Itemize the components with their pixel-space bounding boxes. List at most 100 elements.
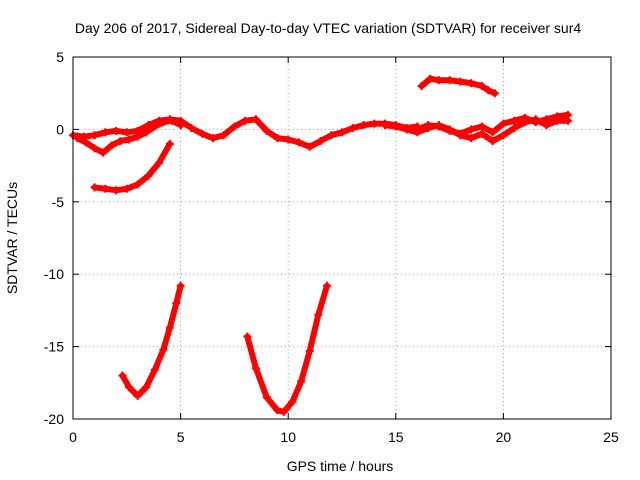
x-tick-label: 25 <box>603 429 619 445</box>
data-point <box>445 125 454 134</box>
grid-lines <box>73 57 611 419</box>
trace-main-b <box>73 116 185 157</box>
series-trace <box>244 282 330 415</box>
data-point <box>434 121 443 130</box>
data-point <box>510 116 519 125</box>
data-point <box>262 126 271 135</box>
data-point <box>133 180 142 189</box>
chart-title: Day 206 of 2017, Sidereal Day-to-day VTE… <box>75 20 581 36</box>
data-point <box>273 406 282 415</box>
data-point <box>434 76 443 85</box>
data-point <box>510 123 519 132</box>
data-point <box>297 377 306 386</box>
data-point <box>159 345 168 354</box>
data-point <box>288 397 297 406</box>
data-point <box>273 134 282 143</box>
data-point <box>124 383 133 392</box>
trace-arc-1 <box>118 281 185 400</box>
data-point <box>402 125 411 134</box>
x-tick-label: 0 <box>69 429 77 445</box>
data-point <box>112 126 121 135</box>
data-point <box>101 128 110 137</box>
data-point <box>305 142 314 151</box>
data-point <box>477 122 486 131</box>
axis-ticks: 0 5 10 15 20 25 5 0 -5 -10 -15 -20 <box>44 49 619 445</box>
data-point <box>122 184 131 193</box>
data-point <box>467 79 476 88</box>
data-point <box>101 184 110 193</box>
data-point <box>155 158 164 167</box>
data-point <box>294 138 303 147</box>
data-point <box>316 136 325 145</box>
data-point <box>90 131 99 140</box>
data-point <box>484 86 493 95</box>
data-point <box>81 138 90 147</box>
data-point <box>553 116 562 125</box>
data-point <box>133 132 142 141</box>
data-point <box>99 148 108 157</box>
data-point <box>133 391 142 400</box>
data-point <box>488 128 497 137</box>
x-tick-label: 5 <box>177 429 185 445</box>
data-point <box>172 299 181 308</box>
data-point <box>73 134 82 143</box>
data-point <box>520 118 529 127</box>
data-point <box>445 76 454 85</box>
data-point <box>208 134 217 143</box>
data-point <box>142 383 151 392</box>
data-point <box>107 141 116 150</box>
data-point <box>456 131 465 140</box>
plot-frame <box>72 56 612 420</box>
data-point <box>456 77 465 86</box>
trace-upper <box>417 74 499 98</box>
y-tick-label: 0 <box>56 121 64 137</box>
data-point <box>488 136 497 145</box>
data-point <box>477 129 486 138</box>
x-tick-label: 15 <box>388 429 404 445</box>
data-point <box>391 122 400 131</box>
y-tick-label: 5 <box>56 49 64 65</box>
data-point <box>142 128 151 137</box>
data-point <box>284 135 293 144</box>
data-point <box>165 139 174 148</box>
data-point <box>305 346 314 355</box>
data-point <box>251 364 260 373</box>
y-tick-label: -20 <box>44 411 64 427</box>
data-point <box>112 186 121 195</box>
data-point <box>417 81 426 90</box>
y-axis-label: SDTVAR / TECUs <box>4 182 20 294</box>
data-point <box>122 128 131 137</box>
data-point <box>176 121 185 130</box>
data-point <box>563 116 572 125</box>
data-point <box>150 122 159 131</box>
data-point <box>187 123 196 132</box>
data-point <box>381 121 390 130</box>
data-point <box>144 171 153 180</box>
data-point <box>314 310 323 319</box>
y-tick-label: -15 <box>44 339 64 355</box>
y-tick-label: -5 <box>52 194 65 210</box>
data-point <box>90 144 99 153</box>
data-point <box>424 123 433 132</box>
data-point <box>241 116 250 125</box>
data-point <box>118 371 127 380</box>
data-point <box>230 122 239 131</box>
y-tick-label: -10 <box>44 266 64 282</box>
data-point <box>167 116 176 125</box>
data-point <box>359 121 368 130</box>
data-point <box>150 365 159 374</box>
data-point <box>124 135 133 144</box>
data-point <box>499 131 508 140</box>
data-point <box>467 134 476 143</box>
series-trace <box>119 282 184 399</box>
data-point <box>322 281 331 290</box>
data-point <box>499 119 508 128</box>
data-point <box>262 393 271 402</box>
data-point <box>542 121 551 130</box>
data-point <box>370 119 379 128</box>
data-point <box>477 81 486 90</box>
data-point <box>413 128 422 137</box>
x-tick-label: 20 <box>496 429 512 445</box>
trace-arc-2 <box>243 281 331 416</box>
